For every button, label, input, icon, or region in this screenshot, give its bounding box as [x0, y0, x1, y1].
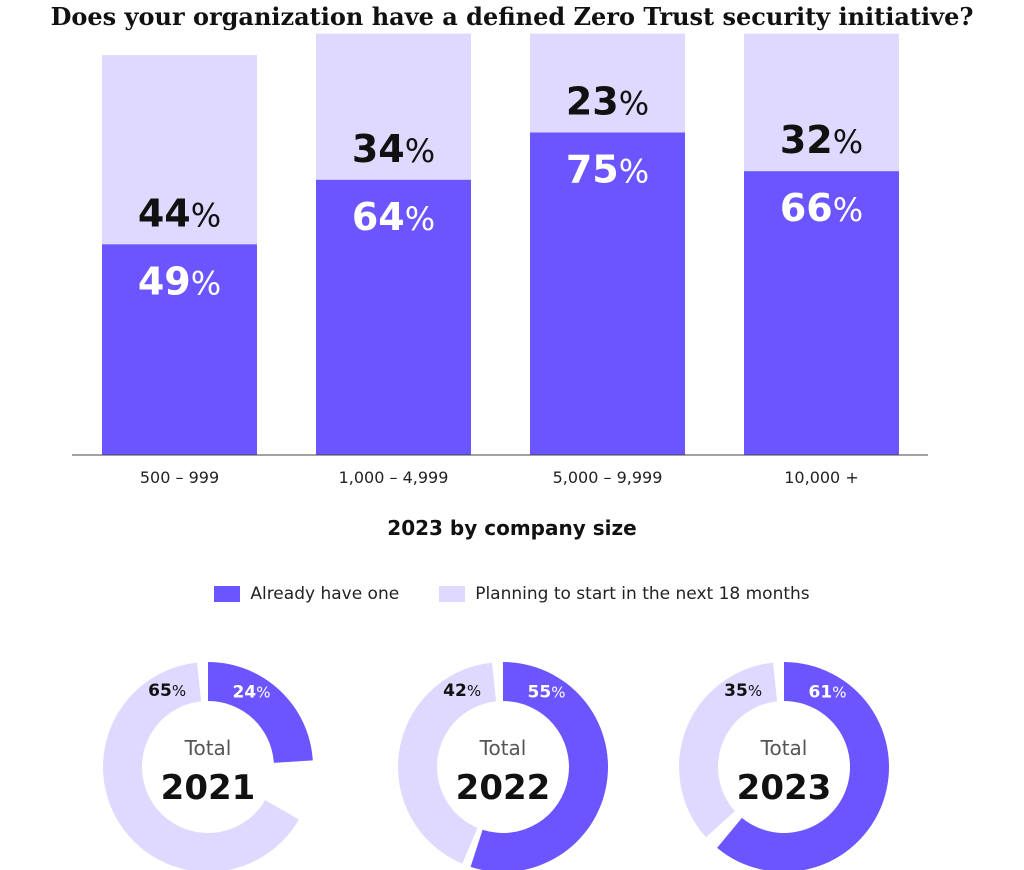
donut-label-2021-planning: 65%	[148, 681, 186, 701]
stacked-bar-chart: 44% 49% 500 – 999 34% 64% 1,000 – 4,999 23% 75%…	[72, 33, 928, 487]
donut-label-2021-already: 24%	[233, 683, 271, 703]
bar-already-3	[744, 171, 899, 455]
legend-item-planning: Planning to start in the next 18 months	[439, 584, 810, 604]
donut-charts: 24% 65% Total 2021 55% 42% Total 2022 61% 35% Tota…	[103, 662, 889, 870]
chart-title: Does your organization have a defined Ze…	[50, 2, 974, 31]
label-planning-2: 23%	[566, 80, 649, 124]
donut-label-2023-already: 61%	[809, 683, 847, 703]
x-axis-title: 2023 by company size	[387, 516, 637, 540]
label-already-2: 75%	[566, 148, 649, 192]
label-planning-1: 34%	[352, 127, 435, 171]
legend-label-already: Already have one	[250, 584, 400, 604]
label-already-1: 64%	[352, 195, 435, 239]
donut-label-2022-planning: 42%	[443, 681, 481, 701]
legend-label-planning: Planning to start in the next 18 months	[475, 584, 810, 604]
label-planning-0: 44%	[138, 191, 221, 235]
donut-2023-planning	[679, 662, 778, 838]
legend-swatch-planning	[439, 586, 466, 602]
donut-label-2023-planning: 35%	[724, 681, 762, 701]
legend-swatch-already	[214, 586, 241, 602]
bar-already-2	[530, 132, 685, 455]
donut-year-2023: 2023	[737, 768, 832, 808]
tick-label-1: 1,000 – 4,999	[339, 468, 449, 487]
donut-center-label-2023: Total	[760, 736, 808, 760]
donut-year-2021: 2021	[161, 768, 256, 808]
donut-2022-planning	[398, 662, 497, 864]
bar-planning-2	[530, 33, 685, 133]
donut-center-label-2021: Total	[184, 736, 232, 760]
legend-item-already: Already have one	[214, 584, 399, 604]
label-already-3: 66%	[780, 186, 863, 230]
donut-year-2022: 2022	[456, 768, 551, 808]
donut-center-label-2022: Total	[479, 736, 527, 760]
tick-label-3: 10,000 +	[784, 468, 858, 487]
tick-label-2: 5,000 – 9,999	[553, 468, 663, 487]
donut-2021-planning	[103, 662, 299, 870]
bar-planning-3	[744, 33, 899, 172]
label-planning-3: 32%	[780, 118, 863, 162]
donut-label-2022-already: 55%	[528, 683, 566, 703]
bar-planning-0	[102, 55, 257, 245]
donut-2023-already	[717, 662, 889, 870]
donut-2022-already	[470, 662, 608, 870]
donut-2021-already	[208, 662, 313, 763]
bar-already-0	[102, 244, 257, 455]
bar-planning-1	[316, 33, 471, 180]
bar-already-1	[316, 179, 471, 456]
tick-label-0: 500 – 999	[140, 468, 219, 487]
legend: Already have one Planning to start in th…	[0, 584, 1024, 604]
label-already-0: 49%	[138, 259, 221, 303]
